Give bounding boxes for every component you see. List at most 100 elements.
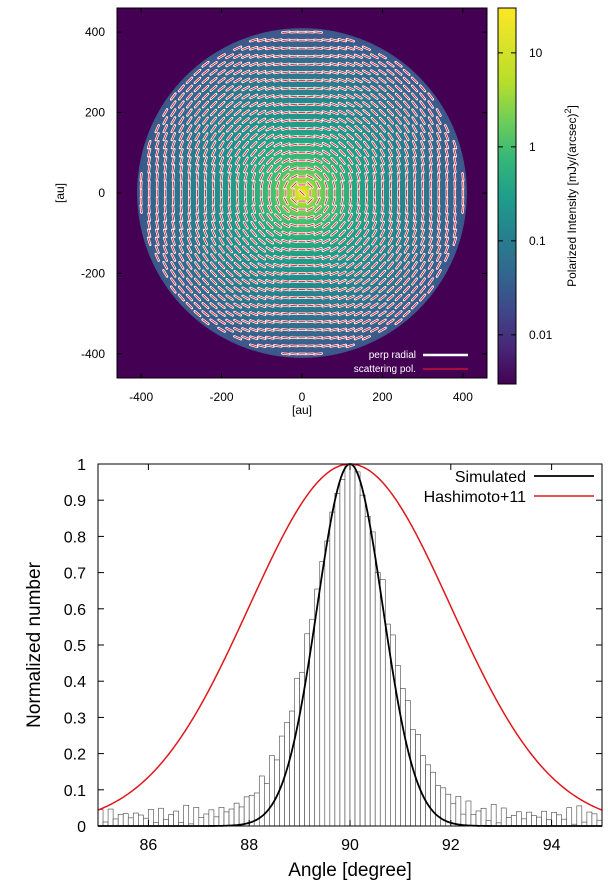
scattering-pol-vector (379, 54, 386, 59)
map-ticks: -400 -200 0 200 400 400 200 0 -200 -400 (81, 8, 487, 404)
scattering-pol-vector (306, 240, 314, 243)
scattering-pol-vector (370, 54, 378, 59)
scattering-pol-vector (274, 328, 282, 331)
histogram-bar (556, 814, 562, 827)
map-x-tick-label: 200 (372, 390, 392, 404)
scattering-pol-vector (372, 237, 377, 245)
scattering-pol-vector (372, 165, 376, 173)
scattering-pol-vector (258, 312, 266, 316)
scattering-pol-vector (202, 61, 209, 67)
scattering-pol-vector (396, 157, 401, 165)
scattering-pol-vector (282, 280, 290, 283)
scattering-pol-vector (250, 78, 258, 83)
scattering-pol-vector (220, 197, 223, 205)
scattering-pol-vector (388, 149, 393, 157)
colorbar-tick-label: 10 (529, 46, 543, 60)
histogram-bar (198, 817, 205, 827)
scattering-pol-vector (251, 157, 257, 165)
histogram-bar (168, 814, 174, 827)
scattering-pol-vector (274, 95, 282, 98)
scattering-pol-vector (306, 119, 314, 122)
scattering-pol-vector (211, 229, 216, 237)
scattering-pol-vector (314, 39, 322, 42)
scattering-pol-vector (372, 221, 377, 229)
scattering-pol-vector (363, 246, 370, 253)
scattering-pol-vector (258, 70, 266, 74)
scattering-pol-vector (218, 311, 225, 317)
histogram-bar (591, 813, 598, 827)
scattering-pol-vector (250, 133, 257, 140)
scattering-pol-vector (180, 213, 183, 221)
scattering-pol-vector (259, 213, 265, 221)
scattering-pol-vector (412, 237, 417, 245)
scattering-pol-vector (148, 173, 151, 181)
scattering-pol-vector (242, 279, 249, 284)
scattering-pol-vector (314, 280, 322, 283)
scattering-pol-vector (194, 85, 201, 92)
scattering-pol-vector (338, 94, 346, 99)
scattering-pol-vector (266, 62, 274, 66)
scattering-pol-vector (282, 119, 290, 122)
colorbar (497, 7, 517, 385)
scattering-pol-vector (227, 133, 233, 140)
histogram-bar (531, 815, 537, 827)
scattering-pol-vector (413, 213, 416, 221)
scattering-pol-vector (411, 77, 418, 84)
scattering-pol-vector (226, 78, 233, 83)
scattering-pol-vector (315, 174, 321, 180)
scattering-pol-vector (437, 173, 440, 181)
scattering-pol-vector (380, 157, 385, 165)
scattering-pol-vector (330, 62, 338, 66)
scattering-pol-vector (322, 158, 330, 164)
scattering-pol-vector (387, 101, 394, 108)
scattering-pol-vector (362, 319, 370, 324)
scattering-pol-vector (387, 278, 394, 285)
scattering-pol-vector (234, 327, 242, 332)
scattering-pol-vector (282, 336, 290, 339)
scattering-pol-vector (306, 223, 314, 227)
scattering-pol-vector (187, 141, 192, 149)
scattering-pol-vector (210, 117, 217, 124)
scattering-pol-vector (355, 246, 362, 253)
scattering-pol-vector (282, 95, 290, 98)
scattering-pol-vector (306, 207, 314, 212)
scattering-pol-vector (412, 149, 417, 157)
scattering-pol-vector (387, 125, 393, 132)
scattering-pol-vector (330, 312, 338, 316)
histogram-legend: Simulated Hashimoto+11 (424, 469, 594, 506)
scattering-pol-vector (171, 149, 175, 157)
histogram-bar (132, 812, 139, 827)
scattering-pol-vector (338, 102, 346, 107)
scattering-pol-vector (453, 229, 457, 237)
scattering-pol-vector (242, 238, 249, 245)
legend-scattering-pol-label: scattering pol. (354, 364, 416, 375)
histogram-bar (475, 810, 482, 827)
scattering-pol-vector (171, 141, 175, 149)
scattering-pol-vector (388, 141, 393, 149)
scattering-pol-vector (172, 165, 175, 173)
scattering-pol-vector (179, 237, 184, 245)
scattering-pol-vector (242, 254, 249, 261)
scattering-pol-vector (355, 238, 362, 245)
scattering-pol-vector (178, 109, 184, 116)
scattering-pol-vector (156, 205, 159, 213)
scattering-pol-vector (258, 230, 265, 237)
scattering-pol-vector (395, 278, 402, 285)
scattering-pol-vector (314, 63, 322, 66)
scattering-pol-vector (379, 125, 386, 132)
histogram-bar (576, 805, 583, 827)
scattering-pol-vector (227, 149, 232, 157)
scattering-pol-vector (355, 270, 362, 276)
scattering-pol-vector (282, 247, 290, 251)
histogram-bar (344, 463, 351, 827)
scattering-pol-vector (346, 271, 354, 276)
scattering-pol-vector (290, 119, 298, 122)
scattering-pol-vector (397, 173, 400, 181)
map-legend: perp radial scattering pol. (354, 350, 468, 375)
scattering-pol-vector (188, 205, 191, 213)
scattering-pol-vector (347, 238, 354, 245)
scattering-pol-vector (403, 302, 410, 309)
scattering-pol-vector (339, 246, 346, 252)
scattering-pol-vector (355, 149, 361, 156)
